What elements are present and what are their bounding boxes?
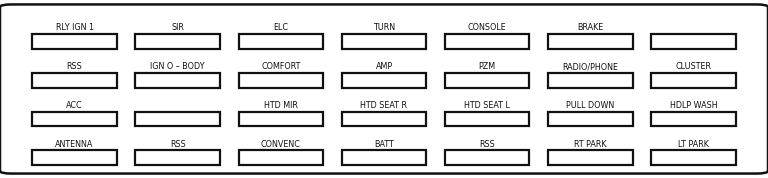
Bar [135,112,220,126]
FancyBboxPatch shape [0,4,768,174]
Text: ELC: ELC [273,23,288,32]
Bar [548,34,633,49]
Bar [32,73,117,88]
Bar [135,73,220,88]
Bar [651,150,736,165]
Text: RADIO/PHONE: RADIO/PHONE [562,62,618,71]
Bar [548,73,633,88]
Bar [32,112,117,126]
Text: HTD SEAT R: HTD SEAT R [360,101,408,110]
Text: RT PARK: RT PARK [574,140,607,148]
Text: RSS: RSS [67,62,82,71]
Bar [239,73,323,88]
Text: HTD MIR: HTD MIR [264,101,298,110]
Bar [342,34,426,49]
Text: SIR: SIR [171,23,184,32]
Text: PULL DOWN: PULL DOWN [566,101,614,110]
Bar [445,34,529,49]
Bar [239,150,323,165]
Text: BRAKE: BRAKE [577,23,604,32]
Text: RSS: RSS [479,140,495,148]
Text: RSS: RSS [170,140,186,148]
Text: LT PARK: LT PARK [678,140,709,148]
Bar [239,112,323,126]
Bar [135,34,220,49]
Bar [342,112,426,126]
Text: ACC: ACC [66,101,83,110]
Bar [548,112,633,126]
Bar [651,112,736,126]
Text: CONVENC: CONVENC [261,140,301,148]
Text: COMFORT: COMFORT [261,62,300,71]
Bar [445,112,529,126]
Bar [239,34,323,49]
Bar [342,73,426,88]
Text: TURN: TURN [373,23,395,32]
Text: AMP: AMP [376,62,392,71]
Text: HDLP WASH: HDLP WASH [670,101,717,110]
Bar [548,150,633,165]
Bar [32,150,117,165]
Text: CONSOLE: CONSOLE [468,23,507,32]
Text: CLUSTER: CLUSTER [675,62,711,71]
Text: HTD SEAT L: HTD SEAT L [464,101,510,110]
Text: ANTENNA: ANTENNA [55,140,94,148]
Text: BATT: BATT [374,140,394,148]
Text: IGN O – BODY: IGN O – BODY [151,62,205,71]
Bar [342,150,426,165]
Bar [445,150,529,165]
Bar [651,73,736,88]
Text: RLY IGN 1: RLY IGN 1 [55,23,94,32]
Bar [32,34,117,49]
Text: PZM: PZM [478,62,495,71]
Bar [135,150,220,165]
Bar [651,34,736,49]
Bar [445,73,529,88]
